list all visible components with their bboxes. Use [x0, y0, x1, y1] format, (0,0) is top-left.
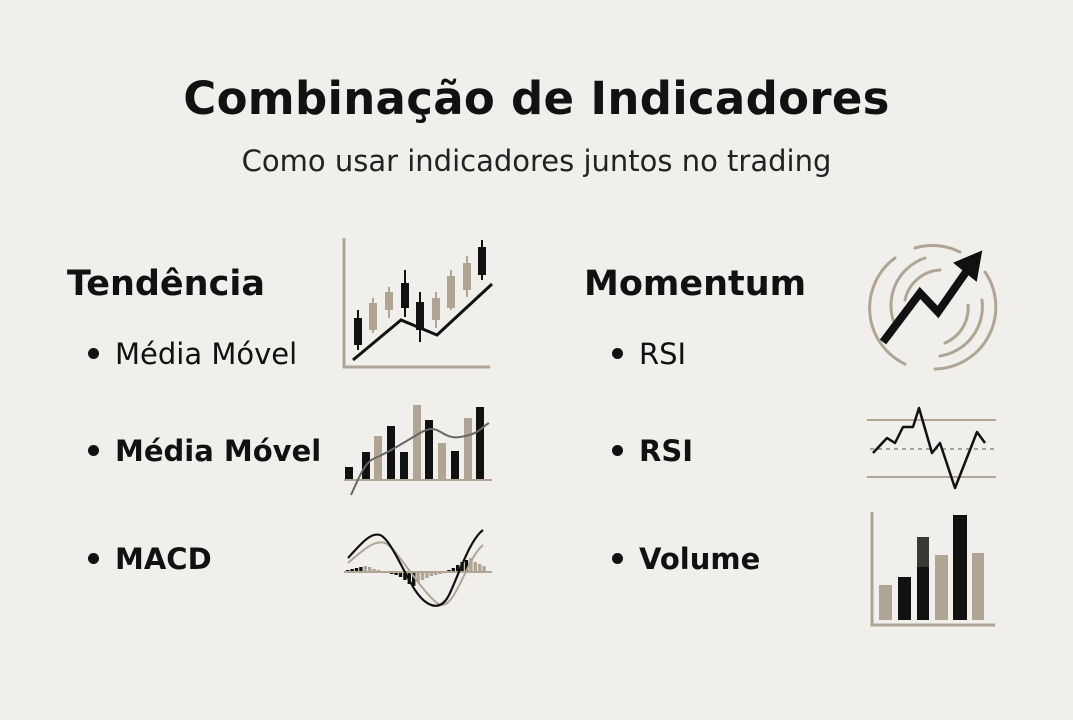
bullet-icon — [612, 552, 623, 564]
candle-body — [401, 283, 409, 308]
histogram-bar — [469, 558, 473, 572]
volume-bars-icon — [870, 512, 995, 627]
histogram-bar — [456, 565, 460, 572]
candle-body — [369, 303, 377, 330]
signal-line — [347, 541, 484, 606]
heading-tendencia: Tendência — [67, 264, 265, 304]
rsi-oscillator-icon — [867, 406, 996, 490]
bar — [400, 452, 408, 480]
list-item: RSI — [612, 434, 693, 468]
histogram-bar — [451, 568, 455, 572]
list-item-label: RSI — [639, 434, 694, 468]
histogram-bar — [350, 569, 354, 572]
page-subtitle: Como usar indicadores juntos no trading — [241, 144, 832, 178]
list-item: Volume — [612, 542, 760, 576]
bullet-icon — [612, 347, 623, 359]
histogram-bar — [420, 572, 425, 580]
momentum-arrow-icon — [868, 244, 998, 371]
candle-body — [354, 318, 362, 345]
page-title: Combinação de Indicadores — [183, 72, 890, 125]
histogram-bar — [403, 572, 407, 580]
bar — [425, 420, 433, 480]
histogram-bar — [363, 566, 367, 572]
histogram-bar — [368, 567, 372, 572]
macd-histogram-icon — [344, 529, 492, 607]
bar — [387, 426, 395, 480]
list-item: MACD — [88, 542, 212, 576]
bar — [451, 451, 459, 480]
candle-body — [447, 276, 455, 308]
candle-body — [478, 247, 486, 275]
list-item-label: Média Móvel — [115, 434, 322, 468]
bullet-icon — [88, 444, 99, 456]
histogram-bar — [394, 572, 398, 575]
histogram-bar — [416, 572, 420, 582]
histogram-bar — [412, 572, 416, 586]
histogram-bar — [473, 562, 477, 572]
histogram-bar — [354, 568, 359, 572]
list-item-label: Volume — [639, 542, 761, 576]
candle-body — [385, 292, 393, 310]
list-item-label: RSI — [639, 337, 687, 371]
bullet-icon — [612, 444, 623, 456]
candlestick-trend-icon — [342, 238, 494, 369]
candle-body — [416, 302, 424, 330]
list-item-label: Média Móvel — [115, 337, 298, 371]
list-item: Média Móvel — [88, 434, 321, 468]
moving-average-line — [350, 422, 490, 496]
bullet-icon — [88, 552, 99, 564]
bar — [464, 418, 472, 480]
histogram-bar — [398, 572, 403, 577]
bar — [413, 405, 421, 480]
bar — [476, 407, 484, 480]
bar — [374, 436, 382, 480]
histogram-bar — [425, 572, 429, 578]
candle-body — [432, 298, 440, 320]
histogram-bar — [359, 567, 363, 572]
histogram-bar — [464, 560, 469, 572]
list-item: Média Móvel — [88, 337, 297, 371]
heading-momentum: Momentum — [584, 264, 807, 304]
bar — [438, 443, 446, 480]
bars-moving-average-icon — [344, 405, 492, 496]
histogram-bar — [372, 569, 376, 572]
list-item: RSI — [612, 337, 686, 371]
histogram-bar — [434, 572, 438, 575]
macd-line — [347, 529, 484, 607]
histogram-bar — [429, 572, 433, 576]
bullet-icon — [88, 347, 99, 359]
list-item-label: MACD — [115, 542, 212, 576]
candle-body — [463, 263, 471, 290]
histogram-bar — [478, 564, 482, 572]
bar — [345, 467, 353, 480]
histogram-bar — [482, 566, 486, 572]
